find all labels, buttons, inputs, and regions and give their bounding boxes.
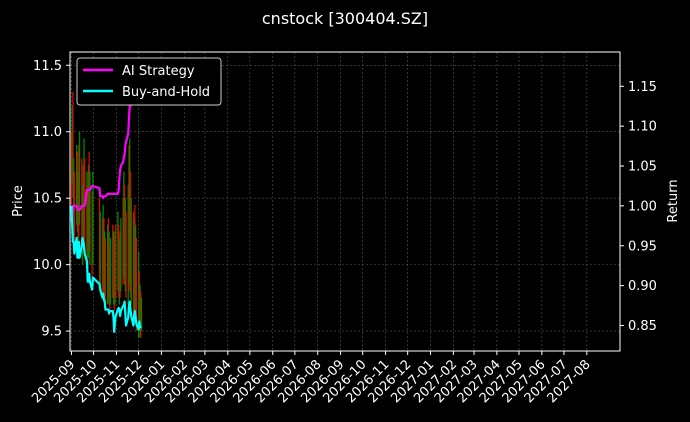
chart-title: cnstock [300404.SZ] — [262, 9, 428, 28]
ai-strategy-line — [70, 97, 135, 222]
right-tick-label: 1.15 — [628, 80, 657, 95]
legend-ai-strategy-label: AI Strategy — [122, 64, 195, 79]
legend: AI Strategy Buy-and-Hold — [76, 57, 222, 106]
left-tick-label: 10.0 — [33, 258, 62, 273]
left-tick-label: 11.0 — [33, 125, 62, 140]
right-y-axis: 0.85 0.90 0.95 1.00 1.05 1.10 1.15 — [620, 80, 657, 334]
price-bars — [70, 91, 143, 338]
series-lines — [70, 97, 142, 333]
right-tick-label: 0.85 — [628, 319, 657, 334]
right-tick-label: 0.90 — [628, 279, 657, 294]
right-tick-label: 1.05 — [628, 160, 657, 175]
left-axis-label: Price — [11, 185, 26, 217]
buy-and-hold-line — [70, 205, 142, 333]
right-tick-label: 1.10 — [628, 120, 657, 135]
plot-frame — [69, 51, 621, 352]
legend-buy-and-hold-label: Buy-and-Hold — [122, 85, 210, 100]
left-y-axis: 9.5 10.0 10.5 11.0 11.5 — [33, 59, 70, 340]
left-tick-label: 10.5 — [33, 192, 62, 207]
left-tick-label: 11.5 — [33, 59, 62, 74]
left-tick-label: 9.5 — [41, 325, 62, 340]
right-axis-label: Return — [666, 179, 681, 222]
right-tick-label: 1.00 — [628, 199, 657, 214]
right-tick-label: 0.95 — [628, 239, 657, 254]
